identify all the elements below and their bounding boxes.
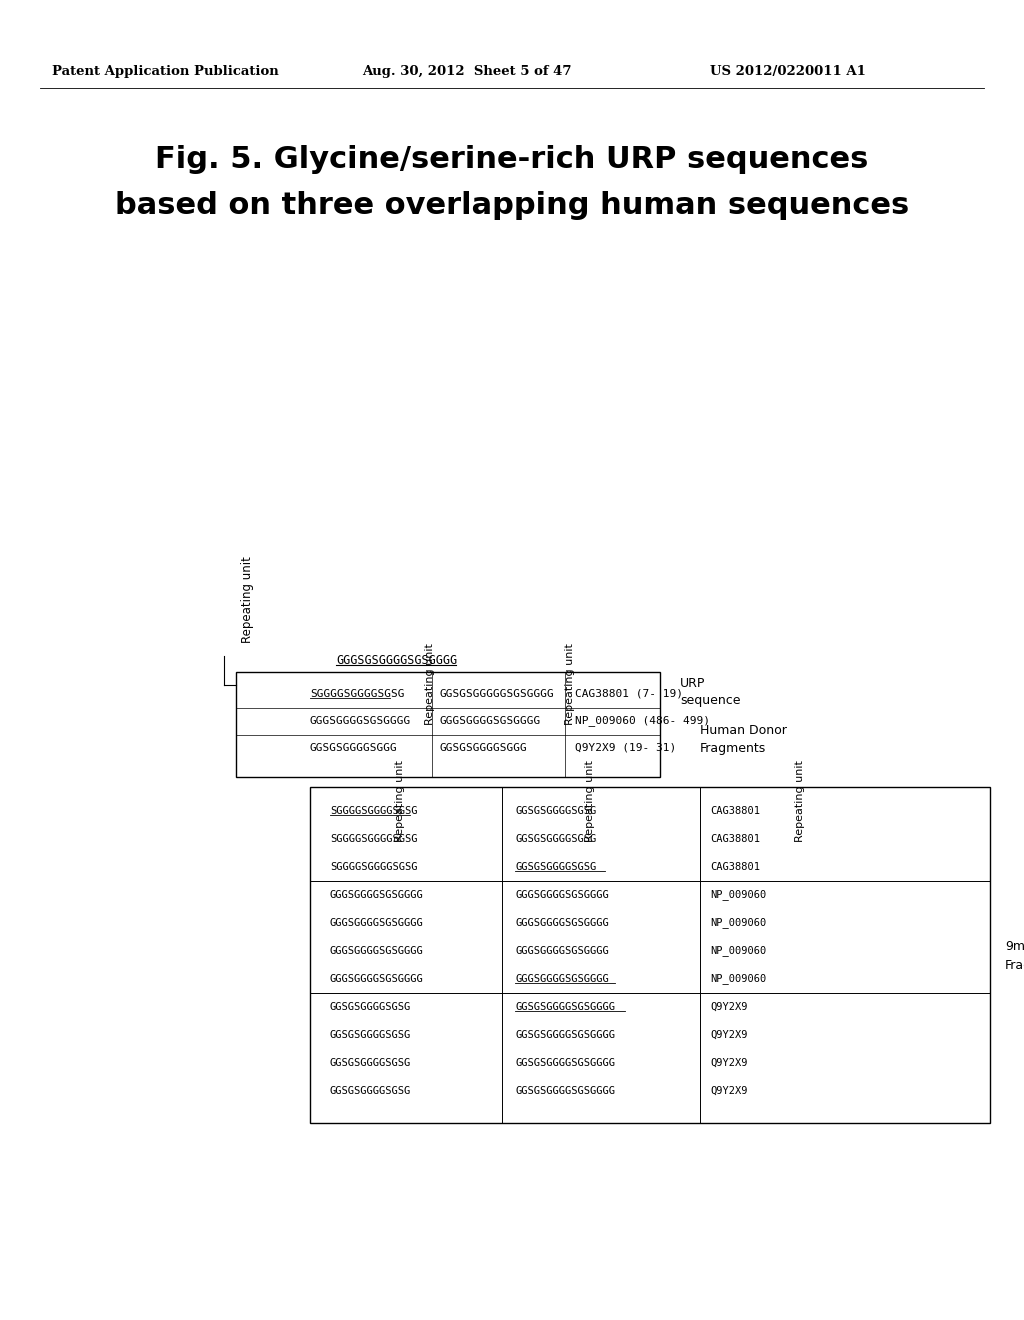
- Text: GGSGSGGGGSGSG: GGSGSGGGGSGSG: [330, 1086, 412, 1096]
- Text: GGSGSGGGGGSGSGGGG: GGSGSGGGGGSGSGGGG: [440, 689, 555, 700]
- Text: Repeating unit: Repeating unit: [395, 760, 406, 842]
- Text: GGGSGSGGGGSGSGGGG: GGGSGSGGGGSGSGGGG: [336, 653, 457, 667]
- Text: GGSGSGGGGSGSG: GGSGSGGGGSGSG: [515, 807, 596, 816]
- Text: NP_009060: NP_009060: [710, 945, 766, 957]
- Text: SGGGGSGGGGSGSG: SGGGGSGGGGSGSG: [330, 807, 418, 816]
- Text: CAG38801 (7- 19): CAG38801 (7- 19): [575, 689, 683, 700]
- Text: Patent Application Publication: Patent Application Publication: [52, 66, 279, 78]
- Text: CAG38801: CAG38801: [710, 862, 760, 873]
- Text: GGSGSGGGGSGSG: GGSGSGGGGSGSG: [330, 1002, 412, 1012]
- Text: Repeating unit: Repeating unit: [565, 643, 575, 725]
- Text: GGGSGGGGSGSGGGG: GGGSGGGGSGSGGGG: [330, 890, 424, 900]
- Text: NP_009060: NP_009060: [710, 974, 766, 985]
- Text: Q9Y2X9 (19- 31): Q9Y2X9 (19- 31): [575, 743, 676, 752]
- Text: Repeating unit: Repeating unit: [585, 760, 595, 842]
- Text: Q9Y2X9: Q9Y2X9: [710, 1059, 748, 1068]
- Text: based on three overlapping human sequences: based on three overlapping human sequenc…: [115, 190, 909, 219]
- Text: GGGSGGGGSGSGGGG: GGGSGGGGSGSGGGG: [330, 946, 424, 956]
- Text: SGGGGSGGGGSGSG: SGGGGSGGGGSGSG: [330, 862, 418, 873]
- Text: GGGSGGGGSGSGGGG: GGGSGGGGSGSGGGG: [515, 917, 608, 928]
- Text: Q9Y2X9: Q9Y2X9: [710, 1002, 748, 1012]
- Text: URP: URP: [680, 677, 706, 690]
- Text: GGSGSGGGGSGSG: GGSGSGGGGSGSG: [330, 1030, 412, 1040]
- Text: GGSGSGGGGSGGG: GGSGSGGGGSGGG: [310, 743, 397, 752]
- Text: Repeating unit: Repeating unit: [795, 760, 805, 842]
- Text: NP_009060: NP_009060: [710, 917, 766, 928]
- Text: 9mer: 9mer: [1005, 940, 1024, 953]
- Text: Aug. 30, 2012  Sheet 5 of 47: Aug. 30, 2012 Sheet 5 of 47: [362, 66, 571, 78]
- Text: CAG38801: CAG38801: [710, 807, 760, 816]
- Text: Q9Y2X9: Q9Y2X9: [710, 1030, 748, 1040]
- Text: CAG38801: CAG38801: [710, 834, 760, 843]
- Text: GGGSGGGGSGSGGGG: GGGSGGGGSGSGGGG: [515, 946, 608, 956]
- Text: Repeating unit: Repeating unit: [241, 557, 254, 643]
- Text: GGGSGGGGSGSGGGG: GGGSGGGGSGSGGGG: [330, 974, 424, 983]
- Text: GGSGSGGGGSGSG: GGSGSGGGGSGSG: [515, 834, 596, 843]
- Text: Q9Y2X9: Q9Y2X9: [710, 1086, 748, 1096]
- Text: GGSGSGGGGSGSG: GGSGSGGGGSGSG: [330, 1059, 412, 1068]
- Text: GGSGSGGGGSGSG: GGSGSGGGGSGSG: [515, 862, 596, 873]
- Text: GGSGSGGGGSGSGGGG: GGSGSGGGGSGSGGGG: [515, 1030, 615, 1040]
- Text: GGSGSGGGGSGSGGGG: GGSGSGGGGSGSGGGG: [515, 1002, 615, 1012]
- Bar: [236, 672, 660, 777]
- Text: SGGGGSGGGGSGSG: SGGGGSGGGGSGSG: [310, 689, 404, 700]
- Text: GGSGSGGGGSGSGGGG: GGSGSGGGGSGSGGGG: [515, 1059, 615, 1068]
- Text: NP_009060 (486- 499): NP_009060 (486- 499): [575, 715, 710, 726]
- Text: Fig. 5. Glycine/serine-rich URP sequences: Fig. 5. Glycine/serine-rich URP sequence…: [156, 145, 868, 174]
- Text: GGGSGGGGSGSGGGG: GGGSGGGGSGSGGGG: [515, 890, 608, 900]
- Text: GGGSGGGGSGSGGGG: GGGSGGGGSGSGGGG: [440, 715, 542, 726]
- Text: GGGSGGGGSGSGGGG: GGGSGGGGSGSGGGG: [310, 715, 412, 726]
- Text: SGGGGSGGGGSGSG: SGGGGSGGGGSGSG: [330, 834, 418, 843]
- Text: Fragments: Fragments: [1005, 958, 1024, 972]
- Text: US 2012/0220011 A1: US 2012/0220011 A1: [710, 66, 866, 78]
- Text: GGGSGGGGSGSGGGG: GGGSGGGGSGSGGGG: [515, 974, 608, 983]
- Text: GGSGSGGGGSGGG: GGSGSGGGGSGGG: [440, 743, 527, 752]
- Text: Human Donor: Human Donor: [700, 723, 786, 737]
- Text: GGGSGGGGSGSGGGG: GGGSGGGGSGSGGGG: [330, 917, 424, 928]
- Bar: [310, 787, 990, 1123]
- Text: NP_009060: NP_009060: [710, 890, 766, 900]
- Text: sequence: sequence: [680, 694, 740, 706]
- Text: Repeating unit: Repeating unit: [425, 643, 435, 725]
- Text: GGSGSGGGGSGSGGGG: GGSGSGGGGSGSGGGG: [515, 1086, 615, 1096]
- Text: Fragments: Fragments: [700, 742, 766, 755]
